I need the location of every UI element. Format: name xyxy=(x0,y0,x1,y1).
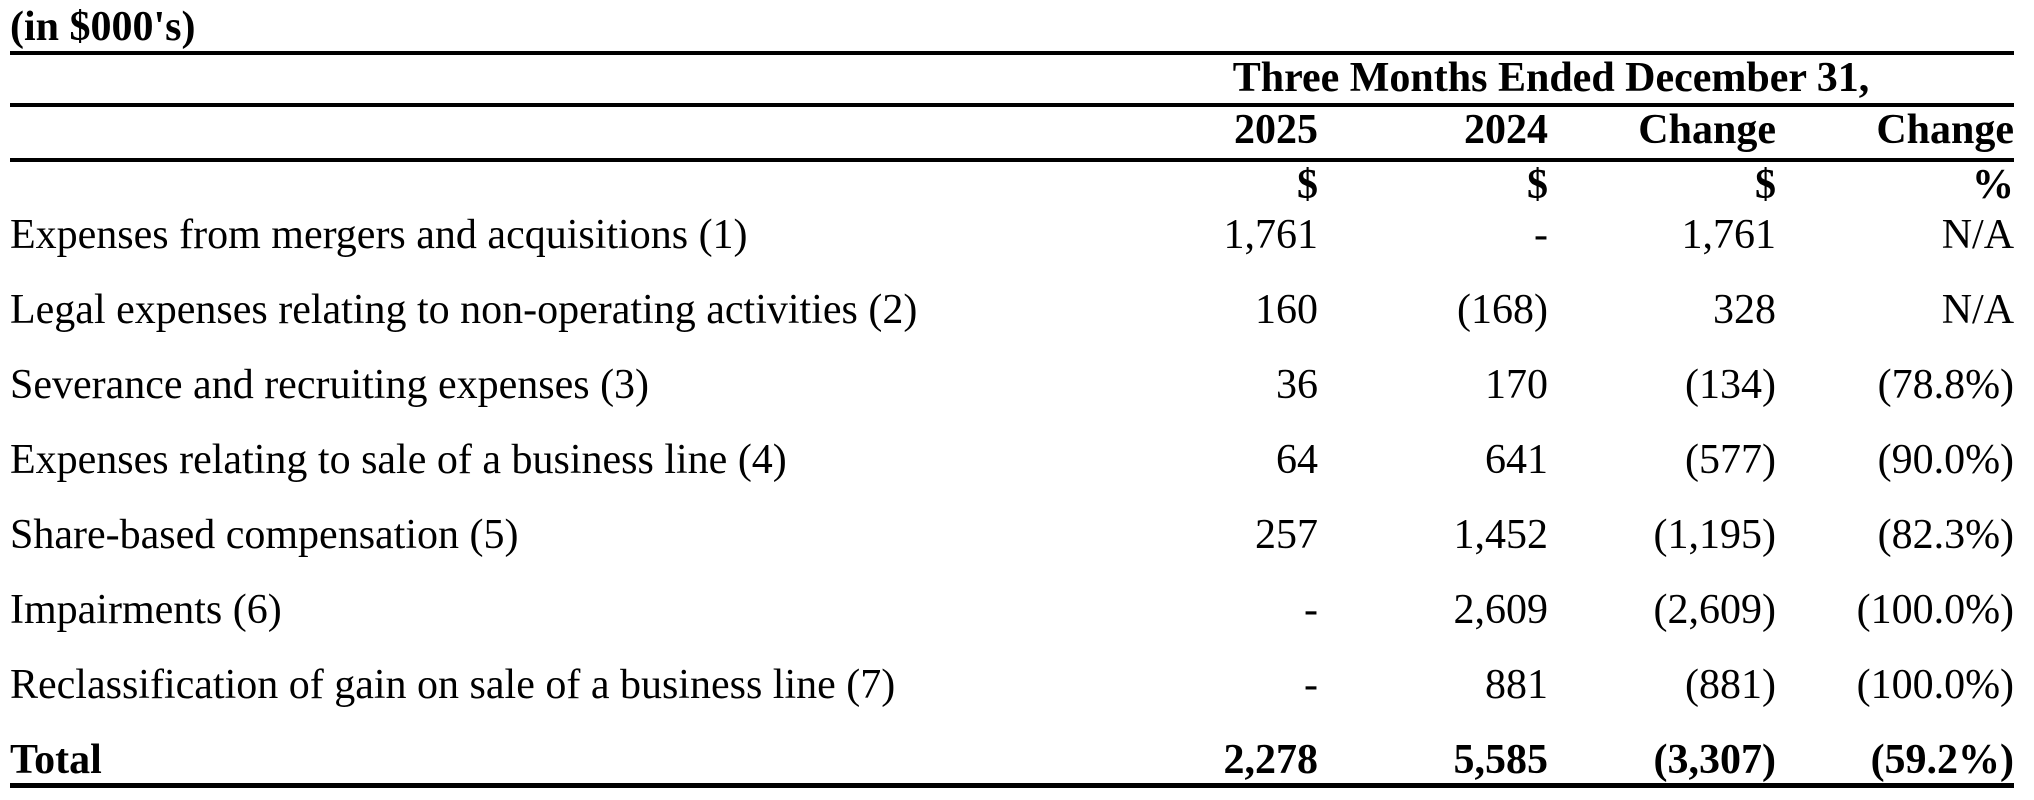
table-row: Expenses relating to sale of a business … xyxy=(10,437,2014,512)
value-cell: (82.3%) xyxy=(1877,511,2015,558)
row-label: Impairments (6) xyxy=(10,586,282,633)
value-cell: (2,609) xyxy=(1653,586,1776,633)
value-cell: 160 xyxy=(1255,286,1318,333)
total-row: Total 2,278 5,585 (3,307) (59.2%) xyxy=(10,736,2015,788)
total-value-cell: 5,585 xyxy=(1318,736,1548,788)
value-cell: N/A xyxy=(1941,211,2015,258)
row-label: Expenses relating to sale of a business … xyxy=(10,436,787,483)
value-cell: (78.8%) xyxy=(1877,361,2015,408)
row-label: Reclassification of gain on sale of a bu… xyxy=(10,661,896,708)
value-cell: N/A xyxy=(1941,286,2015,333)
value-cell: 1,452 xyxy=(1453,511,1549,558)
table-row: Legal expenses relating to non-operating… xyxy=(10,287,2014,362)
year-header-row: 2025 2024 Change Change xyxy=(10,105,2015,162)
table-row: Severance and recruiting expenses (3) 36… xyxy=(10,362,2014,437)
table-title: (in $000's) xyxy=(10,4,2015,56)
value-cell: 641 xyxy=(1485,436,1548,483)
value-cell: 170 xyxy=(1485,361,1548,408)
value-cell: 64 xyxy=(1276,436,1318,483)
unit-2024: $ xyxy=(1527,161,1548,208)
value-cell: 36 xyxy=(1276,361,1318,408)
unit-2025: $ xyxy=(1297,161,1318,208)
row-label: Share-based compensation (5) xyxy=(10,511,519,558)
value-cell: (90.0%) xyxy=(1877,436,2015,483)
table-row: Expenses from mergers and acquisitions (… xyxy=(10,212,2014,287)
col-header-change-percent: Change xyxy=(1776,105,2015,162)
value-cell: 328 xyxy=(1713,286,1776,333)
row-label: Expenses from mergers and acquisitions (… xyxy=(10,211,748,258)
value-cell: (1,195) xyxy=(1653,511,1776,558)
period-header-spacer xyxy=(10,53,1088,108)
value-cell: 2,609 xyxy=(1453,586,1549,633)
table-row: Share-based compensation (5) 257 1,452 (… xyxy=(10,512,2014,587)
table-title-row: (in $000's) xyxy=(10,4,2015,56)
value-cell: 881 xyxy=(1485,661,1548,708)
value-cell: (881) xyxy=(1685,661,1776,708)
value-cell: - xyxy=(1534,211,1548,258)
unit-change-dollars: $ xyxy=(1755,161,1776,208)
period-header: Three Months Ended December 31, xyxy=(1088,53,2015,108)
value-cell: (100.0%) xyxy=(1856,586,2015,633)
table-row: Reclassification of gain on sale of a bu… xyxy=(10,662,2014,737)
col-header-change-dollars: Change xyxy=(1548,105,1776,162)
units-row: $ $ $ % xyxy=(10,160,2014,212)
col-header-2024: 2024 xyxy=(1318,105,1548,162)
value-cell: 1,761 xyxy=(1681,211,1777,258)
period-header-row: Three Months Ended December 31, xyxy=(10,53,2015,108)
year-header-spacer xyxy=(10,105,1088,162)
value-cell: - xyxy=(1304,661,1318,708)
value-cell: 1,761 xyxy=(1223,211,1319,258)
financial-table-sheet: (in $000's) Three Months Ended December … xyxy=(10,4,2015,788)
value-cell: - xyxy=(1304,586,1318,633)
expenses-change-table: (in $000's) Three Months Ended December … xyxy=(10,4,2015,788)
unit-change-percent: % xyxy=(1972,161,2015,208)
value-cell: (577) xyxy=(1685,436,1776,483)
value-cell: (168) xyxy=(1457,286,1548,333)
total-value-cell: 2,278 xyxy=(1088,736,1318,788)
row-label: Legal expenses relating to non-operating… xyxy=(10,286,918,333)
value-cell: 257 xyxy=(1255,511,1318,558)
col-header-2025: 2025 xyxy=(1088,105,1318,162)
units-spacer xyxy=(10,160,1088,212)
table-row: Impairments (6) - 2,609 (2,609) (100.0%) xyxy=(10,587,2014,662)
value-cell: (134) xyxy=(1685,361,1776,408)
total-value-cell: (59.2%) xyxy=(1776,736,2015,788)
value-cell: (100.0%) xyxy=(1856,661,2015,708)
row-label: Severance and recruiting expenses (3) xyxy=(10,361,650,408)
total-value-cell: (3,307) xyxy=(1548,736,1776,788)
total-label: Total xyxy=(10,736,1088,788)
